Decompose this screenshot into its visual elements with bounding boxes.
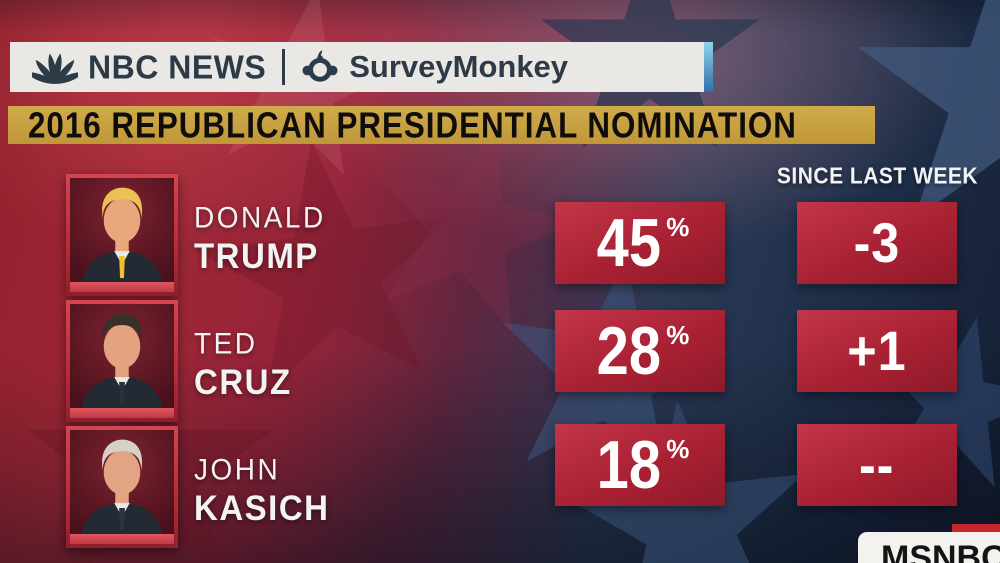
candidate-name-kasich: JOHN KASICH	[194, 452, 330, 528]
surveymonkey-wordmark: SurveyMonkey	[349, 49, 569, 84]
candidate-name-trump: DONALD TRUMP	[194, 200, 326, 276]
change-value: +1	[847, 319, 907, 382]
candidate-photo-trump	[66, 174, 178, 296]
kasich-portrait	[70, 430, 174, 534]
candidate-photo-cruz	[66, 300, 178, 422]
trump-portrait	[70, 178, 174, 282]
page-title: 2016 REPUBLICAN PRESIDENTIAL NOMINATION	[28, 104, 797, 145]
cruz-portrait	[70, 304, 174, 408]
change-box-kasich: --	[797, 424, 957, 506]
nbc-news-wordmark: NBC NEWS	[88, 47, 267, 86]
surveymonkey-icon	[302, 50, 338, 82]
change-box-cruz: +1	[797, 310, 957, 392]
candidate-name-cruz: TED CRUZ	[194, 326, 292, 402]
network-logo-bar: NBC NEWS SurveyMonkey	[10, 42, 713, 92]
pct-box-trump: 45 %	[555, 202, 725, 284]
first-name: TED	[194, 327, 258, 360]
pct-box-kasich: 18 %	[555, 424, 725, 506]
last-name: CRUZ	[194, 362, 292, 402]
pct-value: 28	[596, 313, 661, 389]
photo-frame-strip	[70, 282, 174, 292]
first-name: JOHN	[194, 453, 281, 486]
change-column-header: SINCE LAST WEEK	[776, 164, 979, 189]
candidate-photo-kasich	[66, 426, 178, 548]
msnbc-bug: MSNBC	[858, 532, 1000, 563]
change-box-trump: -3	[797, 202, 957, 284]
pct-value: 18	[596, 427, 661, 503]
photo-frame-strip	[70, 534, 174, 544]
photo-frame-strip	[70, 408, 174, 418]
logo-divider	[282, 49, 286, 85]
last-name: TRUMP	[194, 236, 319, 276]
pct-unit: %	[666, 434, 690, 464]
first-name: DONALD	[194, 201, 326, 234]
pct-box-cruz: 28 %	[555, 310, 725, 392]
change-value: -3	[853, 211, 901, 274]
pct-unit: %	[666, 320, 690, 350]
msnbc-wordmark: MSNBC	[881, 539, 1000, 563]
last-name: KASICH	[194, 488, 330, 528]
title-bar: 2016 REPUBLICAN PRESIDENTIAL NOMINATION	[8, 104, 875, 145]
pct-value: 45	[596, 205, 661, 281]
logo-bar-edge	[704, 42, 713, 92]
change-value: --	[859, 433, 895, 496]
pct-unit: %	[666, 212, 690, 242]
nbc-peacock-icon	[32, 53, 78, 84]
